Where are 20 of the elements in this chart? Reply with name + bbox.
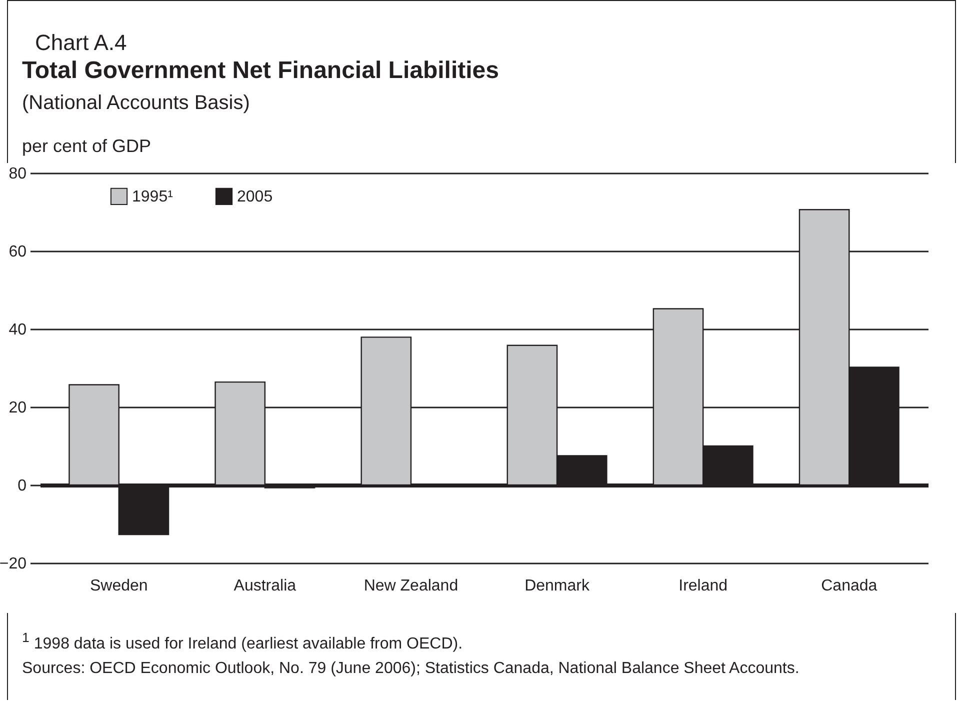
y-tick-label: 20	[8, 400, 27, 416]
y-tick-label: 40	[8, 322, 27, 338]
y-tick-label: 0	[18, 478, 27, 494]
y-tick-label: 80	[8, 166, 27, 182]
x-tick-label: Ireland	[678, 578, 728, 594]
chart-subtitle: (National Accounts Basis)	[22, 92, 250, 115]
x-tick-label: Canada	[821, 578, 878, 594]
y-axis-title: per cent of GDP	[22, 136, 152, 157]
legend-label: 1995¹	[132, 188, 173, 206]
legend-label: 2005	[237, 188, 273, 206]
text: $^{1}$ 1998 data is used for Ireland (earliest available from OECD).	[22, 630, 463, 654]
text: Chart A.4	[35, 30, 127, 56]
chart-title: Total Government Net Financial Liabilities	[22, 57, 499, 85]
x-tick-label: Australia	[234, 578, 296, 594]
x-tick-label: New Zealand	[364, 578, 458, 594]
source-note: Sources: OECD Economic Outlook, No. 79 (June 2006); Statistics Canada, National Balance Sheet Accounts.	[22, 660, 800, 678]
x-tick-label: Denmark	[524, 578, 590, 594]
x-tick-label: Sweden	[90, 578, 148, 594]
y-tick-label: 60	[8, 244, 27, 260]
y-tick-label: −20	[0, 556, 27, 572]
